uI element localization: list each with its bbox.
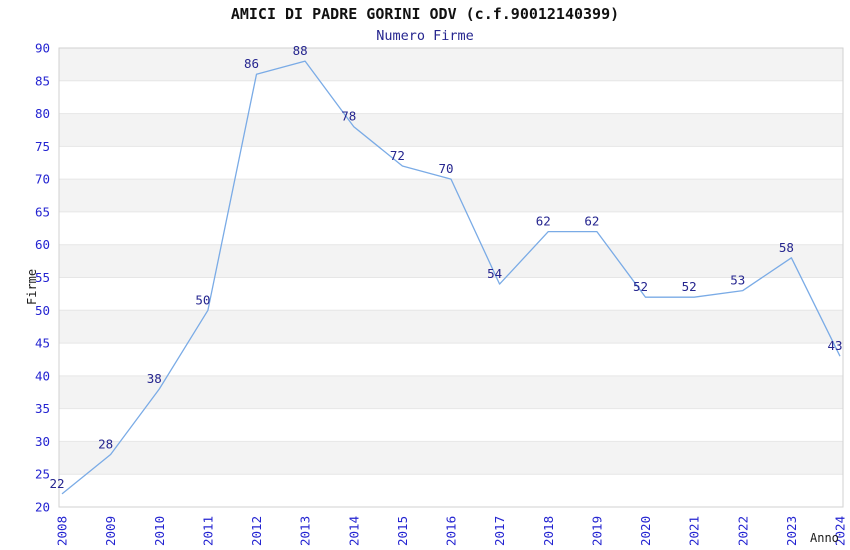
data-label: 70 (438, 161, 453, 176)
data-label: 52 (682, 279, 697, 294)
data-label: 62 (584, 214, 599, 229)
x-tick-label: 2012 (249, 516, 264, 546)
y-tick-label: 45 (35, 336, 50, 351)
grid-band (59, 244, 843, 278)
x-tick-label: 2023 (784, 516, 799, 546)
x-tick-label: 2010 (152, 516, 167, 546)
chart-title: AMICI DI PADRE GORINI ODV (c.f.900121403… (231, 5, 619, 23)
y-tick-label: 85 (35, 73, 50, 88)
data-label: 58 (779, 240, 794, 255)
data-label: 62 (536, 214, 551, 229)
grid-band (59, 113, 843, 147)
x-tick-label: 2019 (589, 516, 604, 546)
data-label: 28 (98, 437, 113, 452)
x-tick-label: 2018 (541, 516, 556, 546)
data-label: 53 (730, 273, 745, 288)
y-axis-title: Firme (25, 269, 39, 305)
y-tick-label: 70 (35, 172, 50, 187)
x-tick-label: 2008 (55, 516, 70, 546)
y-tick-label: 65 (35, 204, 50, 219)
x-tick-labels: 2008 2009 2010 2011 2012 2013 2014 2015 2016 2017… (55, 516, 848, 546)
grid-band (59, 441, 843, 475)
y-tick-label: 90 (35, 41, 50, 56)
data-label: 78 (341, 109, 356, 124)
x-tick-label: 2015 (395, 516, 410, 546)
x-tick-label: 2011 (200, 516, 215, 546)
x-tick-label: 2013 (298, 516, 313, 546)
plot-border (58, 47, 844, 508)
grid-band (59, 48, 843, 81)
x-axis-title: Anno (810, 531, 839, 545)
data-label: 22 (49, 476, 64, 491)
y-tick-label: 25 (35, 467, 50, 482)
data-label: 43 (827, 338, 842, 353)
series-line (61, 60, 841, 495)
grid-band (59, 310, 843, 344)
data-label: 72 (390, 148, 405, 163)
data-label: 88 (293, 43, 308, 58)
x-tick-label: 2014 (346, 516, 361, 546)
chart-subtitle: Numero Firme (376, 28, 474, 44)
plot-bands (59, 48, 843, 475)
x-tick-label: 2017 (492, 516, 507, 546)
grid-band (59, 179, 843, 212)
data-labels: 22 28 38 50 86 88 78 72 70 54 62 62 52 52 53 58 43 (49, 43, 842, 491)
y-tick-label: 50 (35, 303, 50, 318)
y-tick-label: 75 (35, 139, 50, 154)
grid-band (59, 375, 843, 409)
data-label: 54 (487, 266, 502, 281)
y-tick-label: 40 (35, 368, 50, 383)
y-tick-label: 20 (35, 500, 50, 515)
y-tick-label: 35 (35, 401, 50, 416)
data-label: 52 (633, 279, 648, 294)
x-tick-label: 2022 (735, 516, 750, 546)
series-path (61, 60, 841, 495)
x-tick-label: 2009 (103, 516, 118, 546)
y-tick-label: 80 (35, 106, 50, 121)
data-label: 86 (244, 56, 259, 71)
x-tick-label: 2020 (638, 516, 653, 546)
data-label: 50 (195, 292, 210, 307)
y-tick-label: 60 (35, 237, 50, 252)
data-label: 38 (147, 371, 162, 386)
y-tick-labels: 20 25 30 35 40 45 50 55 60 65 70 75 80 85 90 (35, 41, 50, 515)
x-tick-label: 2021 (687, 516, 702, 546)
y-tick-label: 30 (35, 434, 50, 449)
x-tick-label: 2024 (833, 516, 848, 546)
plot-gridlines (59, 80, 843, 475)
x-tick-label: 2016 (444, 516, 459, 546)
y-tick-label: 55 (35, 270, 50, 285)
